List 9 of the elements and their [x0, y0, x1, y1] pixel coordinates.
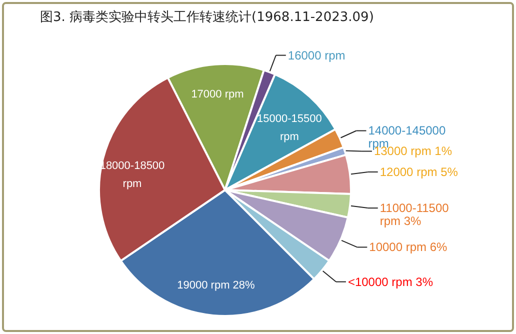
slice-label: <10000 rpm 3% — [348, 274, 434, 289]
slice-label: 16000 rpm — [288, 48, 346, 62]
chart-title: 图3. 病毒类实验中转头工作转速统计(1968.11-2023.09) — [40, 10, 374, 25]
slice-label: 17000 rpm — [191, 88, 244, 101]
slice-label: 12000 rpm 5% — [380, 164, 458, 179]
slice-label: 15000-15500 rpm — [257, 113, 322, 144]
slice-label: 19000 rpm 28% — [177, 279, 256, 292]
slice-label: 10000 rpm 6% — [369, 240, 448, 254]
slice-label: 11000-11500 rpm 3% — [380, 201, 450, 228]
